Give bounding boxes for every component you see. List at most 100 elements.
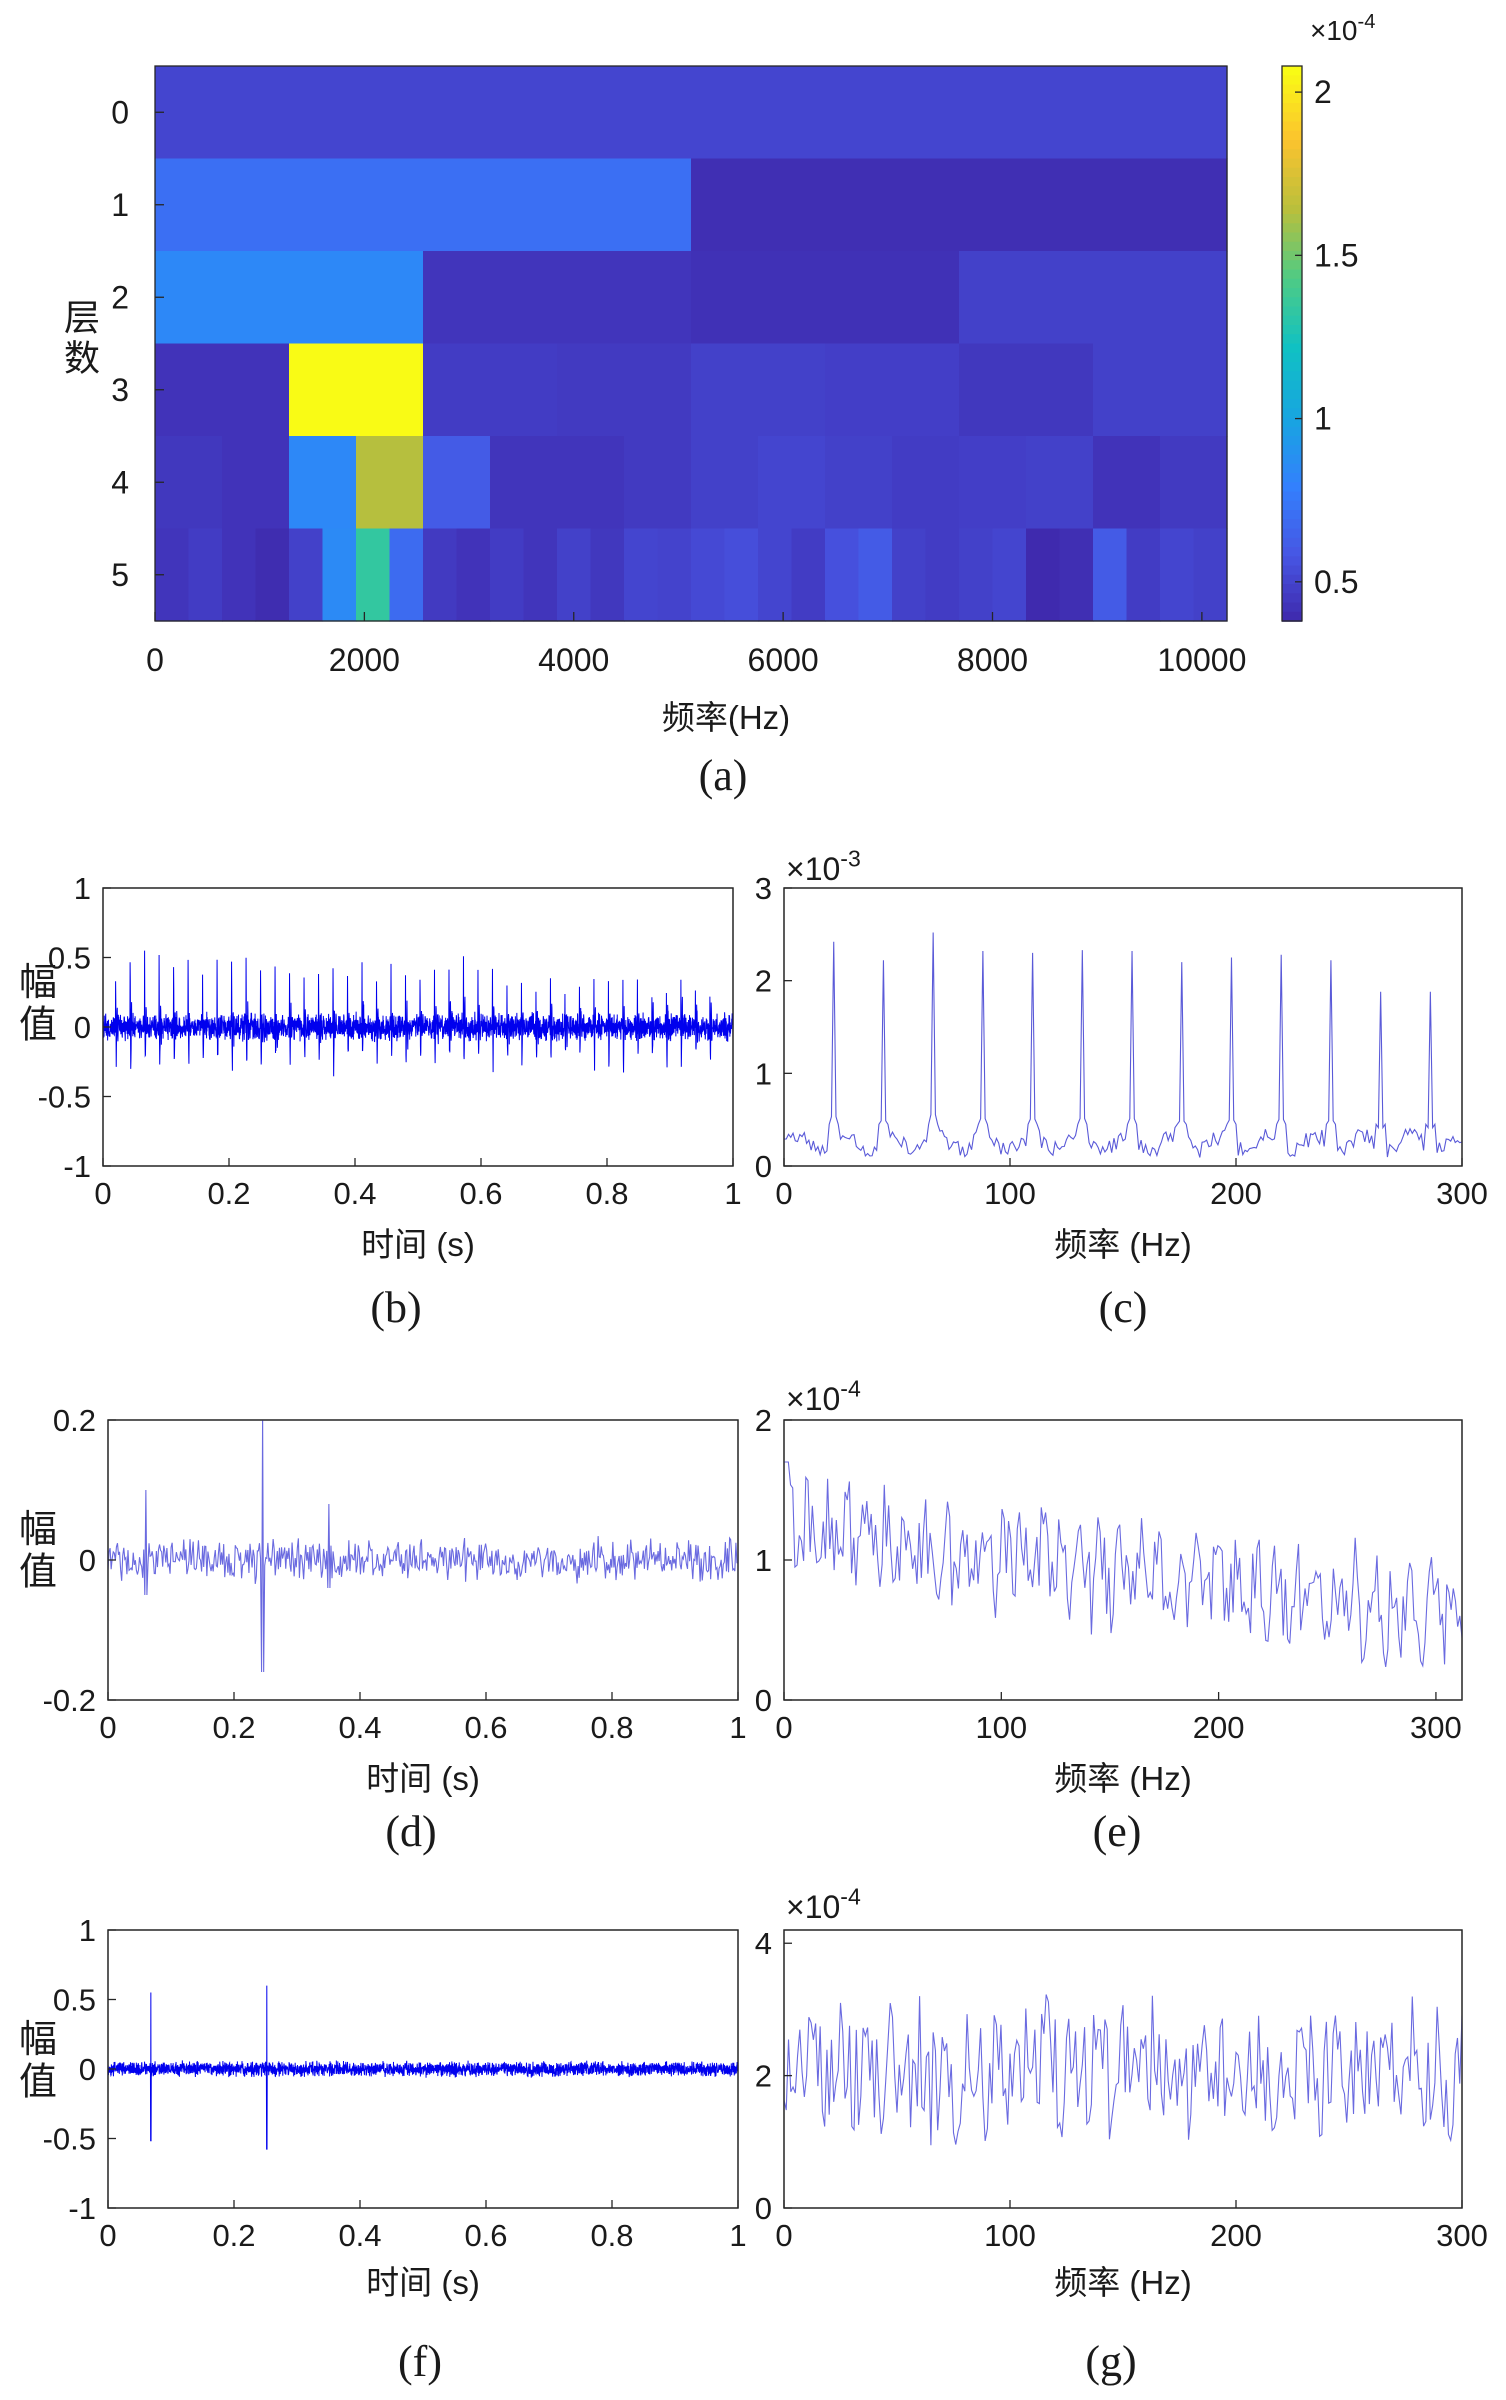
heatmap-cell xyxy=(557,436,625,530)
heatmap-cell xyxy=(825,436,893,530)
x-tick-label: 0.6 xyxy=(464,1710,507,1745)
colorbar-segment xyxy=(1282,66,1302,77)
colorbar-segment xyxy=(1282,537,1302,548)
colorbar-segment xyxy=(1282,325,1302,336)
series-line xyxy=(784,1461,1462,1668)
colorbar-segment xyxy=(1282,288,1302,299)
heatmap-cell xyxy=(959,251,1228,345)
colorbar-segment xyxy=(1282,399,1302,410)
heatmap-cell xyxy=(456,528,491,622)
x-tick-label: 1 xyxy=(729,1710,746,1745)
y-tick-label: 0 xyxy=(79,1543,96,1578)
x-tick-label: 200 xyxy=(1210,2218,1262,2253)
x-tick-label: 0.2 xyxy=(207,1176,250,1211)
plot-frame xyxy=(783,887,1463,1167)
y-exponent: ×10-4 xyxy=(786,1376,861,1417)
heatmap-cell xyxy=(925,528,960,622)
y-tick-label: 1 xyxy=(111,187,129,223)
heatmap-cell xyxy=(423,251,692,345)
x-tick-label: 0.8 xyxy=(590,1710,633,1745)
x-axis-label: 时间 (s) xyxy=(366,2264,480,2301)
x-tick-label: 10000 xyxy=(1157,642,1246,678)
x-tick-label: 8000 xyxy=(957,642,1028,678)
colorbar-segment xyxy=(1282,223,1302,234)
heatmap-cell xyxy=(255,528,290,622)
x-tick-label: 0.4 xyxy=(338,2218,381,2253)
colorbar-segment xyxy=(1282,463,1302,474)
heatmap-cell xyxy=(691,528,726,622)
colorbar-segment xyxy=(1282,204,1302,215)
x-tick-label: 0 xyxy=(775,1710,792,1745)
colorbar-segment xyxy=(1282,565,1302,576)
x-tick-label: 0 xyxy=(775,2218,792,2253)
colorbar-segment xyxy=(1282,130,1302,141)
x-tick-label: 1 xyxy=(729,2218,746,2253)
y-axis-label: 值 xyxy=(19,1552,57,1594)
colorbar-segment xyxy=(1282,436,1302,447)
y-tick-label: 2 xyxy=(111,279,129,315)
y-tick-label: 5 xyxy=(111,557,129,593)
x-tick-label: 0.6 xyxy=(464,2218,507,2253)
colorbar-segment xyxy=(1282,473,1302,484)
colorbar-segment xyxy=(1282,352,1302,363)
heatmap-cell xyxy=(1093,343,1228,437)
colorbar-tick-label: 2 xyxy=(1314,74,1332,110)
colorbar-segment xyxy=(1282,140,1302,151)
heatmap-cell xyxy=(155,66,1228,160)
y-tick-label: 0 xyxy=(755,1683,772,1718)
heatmap-cell xyxy=(423,343,558,437)
heatmap-cell xyxy=(155,158,692,252)
heatmap-cell xyxy=(557,528,592,622)
series-line xyxy=(103,950,733,1077)
series-line xyxy=(108,1985,738,2150)
heatmap-cell xyxy=(1160,528,1195,622)
y-tick-label: 0 xyxy=(79,2052,96,2087)
colorbar-segment xyxy=(1282,278,1302,289)
colorbar-segment xyxy=(1282,380,1302,391)
heatmap-cell xyxy=(423,528,458,622)
colorbar-segment xyxy=(1282,214,1302,225)
colorbar-segment xyxy=(1282,593,1302,604)
colorbar-segment xyxy=(1282,362,1302,373)
heatmap-cell xyxy=(222,436,290,530)
heatmap-cell xyxy=(758,528,793,622)
colorbar-segment xyxy=(1282,408,1302,419)
series-line xyxy=(784,932,1462,1158)
caption-b: (b) xyxy=(370,1283,421,1332)
x-tick-label: 1 xyxy=(724,1176,741,1211)
heatmap-cell xyxy=(959,343,1094,437)
chart-b: 0 0.2 0.4 0.6 0.8 1 -1 -0.5 0 0.5 1 时间 (s) 幅值 (b) xyxy=(19,871,742,1332)
heatmap-cell xyxy=(1160,436,1228,530)
heatmap-cell xyxy=(356,528,391,622)
colorbar-segment xyxy=(1282,519,1302,530)
heatmap-cell xyxy=(289,436,357,530)
caption-f: (f) xyxy=(398,2337,442,2386)
heatmap-cell xyxy=(289,528,324,622)
x-tick-label: 0.8 xyxy=(585,1176,628,1211)
x-tick-label: 0 xyxy=(94,1176,111,1211)
colorbar-segment xyxy=(1282,84,1302,95)
x-tick-label: 0.8 xyxy=(590,2218,633,2253)
heatmap-cell xyxy=(1193,528,1228,622)
x-tick-label: 200 xyxy=(1210,1176,1262,1211)
x-axis-label: 频率(Hz) xyxy=(662,699,790,736)
chart-d: 0 0.2 0.4 0.6 0.8 1-0.200.2时间 (s)幅值(d) xyxy=(19,1403,747,1856)
colorbar-segment xyxy=(1282,500,1302,511)
x-tick-label: 200 xyxy=(1193,1710,1245,1745)
y-tick-label: 4 xyxy=(755,1926,772,1961)
colorbar-segment xyxy=(1282,584,1302,595)
y-tick-label: 1 xyxy=(74,871,91,906)
colorbar-segment xyxy=(1282,454,1302,465)
y-tick-label: 3 xyxy=(111,372,129,408)
y-tick-label: 2 xyxy=(755,2059,772,2094)
heatmap-cell xyxy=(791,528,826,622)
chart-e: 0 100 200 300 0 1 2 频率 (Hz) ×10-4 (e) xyxy=(755,1376,1463,1856)
y-axis-label: 数 xyxy=(64,337,100,378)
heatmap-cell xyxy=(1093,528,1128,622)
colorbar-segment xyxy=(1282,149,1302,160)
x-tick-label: 100 xyxy=(975,1710,1027,1745)
heatmap-cell xyxy=(825,343,960,437)
colorbar-segment xyxy=(1282,528,1302,539)
heatmap-cell xyxy=(590,528,625,622)
colorbar-segment xyxy=(1282,75,1302,86)
